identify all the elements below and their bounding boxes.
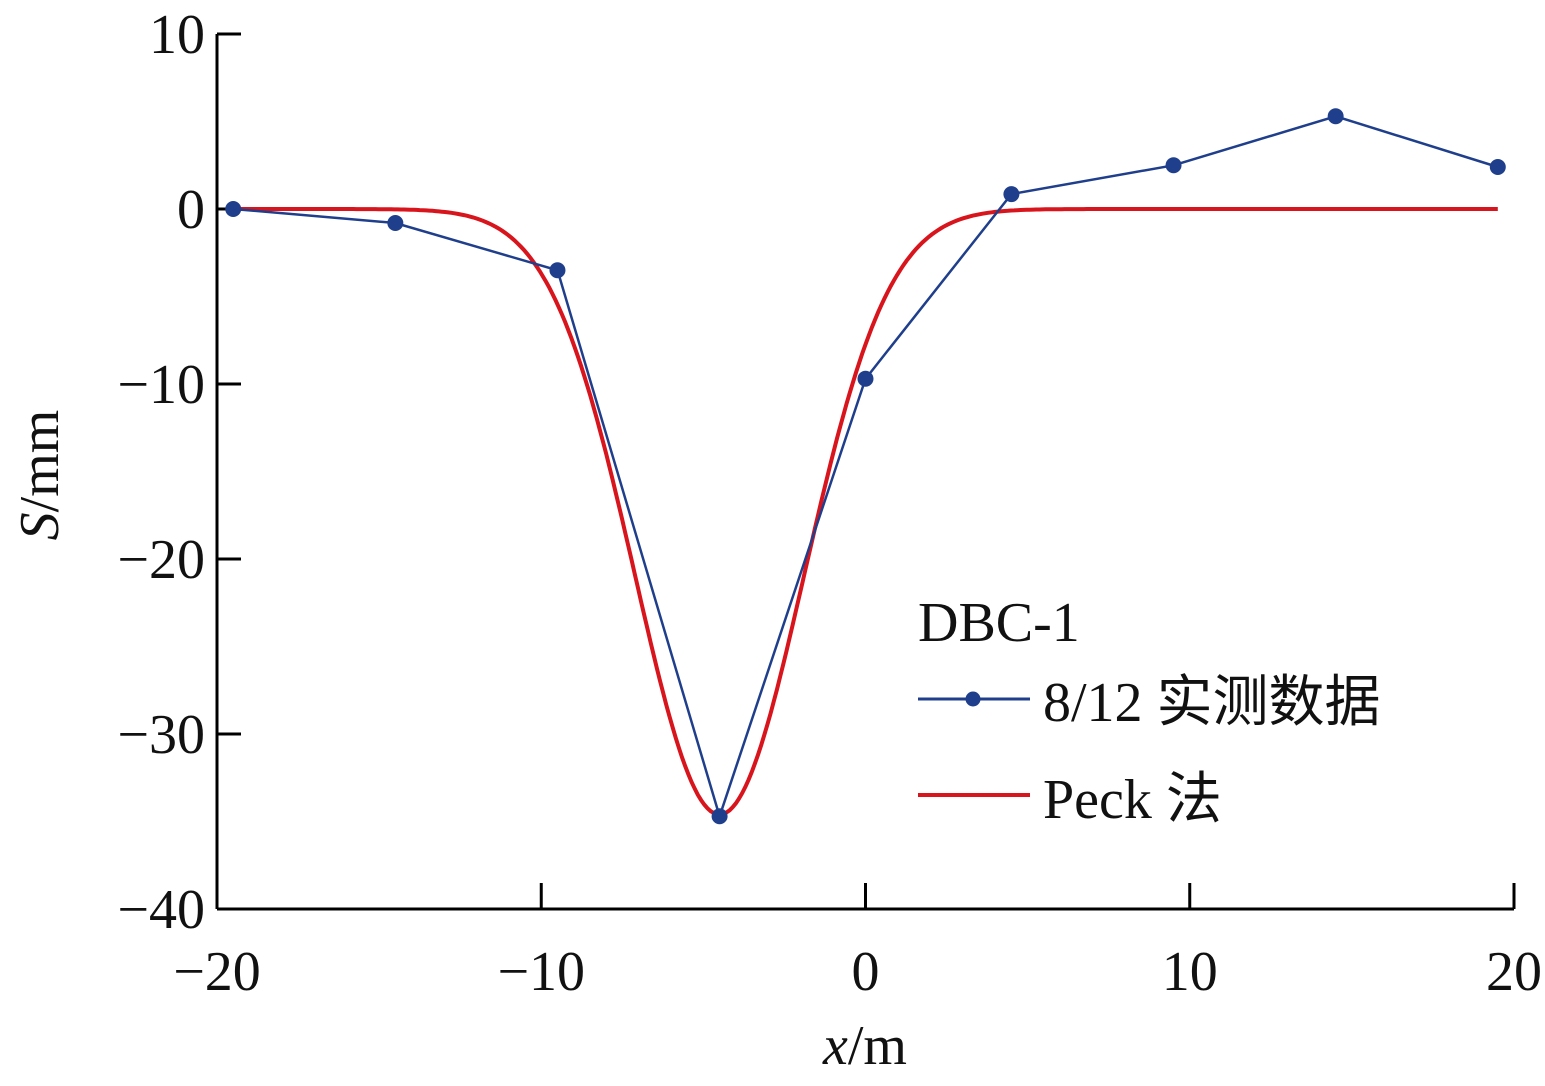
y-tick-label: −20: [117, 529, 205, 591]
data-point-measured: [1003, 186, 1020, 203]
data-point-measured: [857, 370, 874, 387]
data-point-measured: [225, 201, 242, 217]
y-tick-label: −40: [117, 879, 205, 941]
y-tick-label: −30: [117, 704, 205, 766]
legend-label-peck: Peck 法: [1043, 769, 1222, 831]
y-axis-label: S/mm: [9, 410, 71, 541]
y-tick-label: 0: [177, 179, 205, 241]
y-tick-label: −10: [117, 354, 205, 416]
x-tick-label: 0: [852, 941, 880, 1003]
tick-labels: 100−10−20−30−40−20 −10 0 10 20: [117, 4, 1542, 1003]
legend-label-measured: 8/12 实测数据: [1043, 672, 1381, 734]
legend-title: DBC-1: [918, 592, 1080, 654]
x-tick-label: 20: [1486, 941, 1542, 1003]
data-point-measured: [549, 262, 566, 279]
x-tick-label: 10: [1162, 941, 1218, 1003]
legend: DBC-1 8/12 实测数据 Peck 法: [918, 592, 1381, 831]
x-axis-label: x/m: [822, 1015, 907, 1077]
y-tick-label: 10: [149, 4, 205, 66]
plot-area: [225, 108, 1506, 825]
data-point-measured: [1327, 108, 1344, 125]
x-tick-label: −10: [497, 941, 585, 1003]
series-peck-line: [233, 207, 1498, 817]
x-tick-label: −20: [173, 941, 261, 1003]
data-point-measured: [387, 215, 404, 231]
data-point-measured: [1165, 157, 1182, 174]
axes: [215, 32, 1516, 911]
legend-marker-measured: [965, 691, 981, 707]
data-point-measured: [1489, 159, 1506, 175]
data-point-measured: [711, 808, 728, 825]
